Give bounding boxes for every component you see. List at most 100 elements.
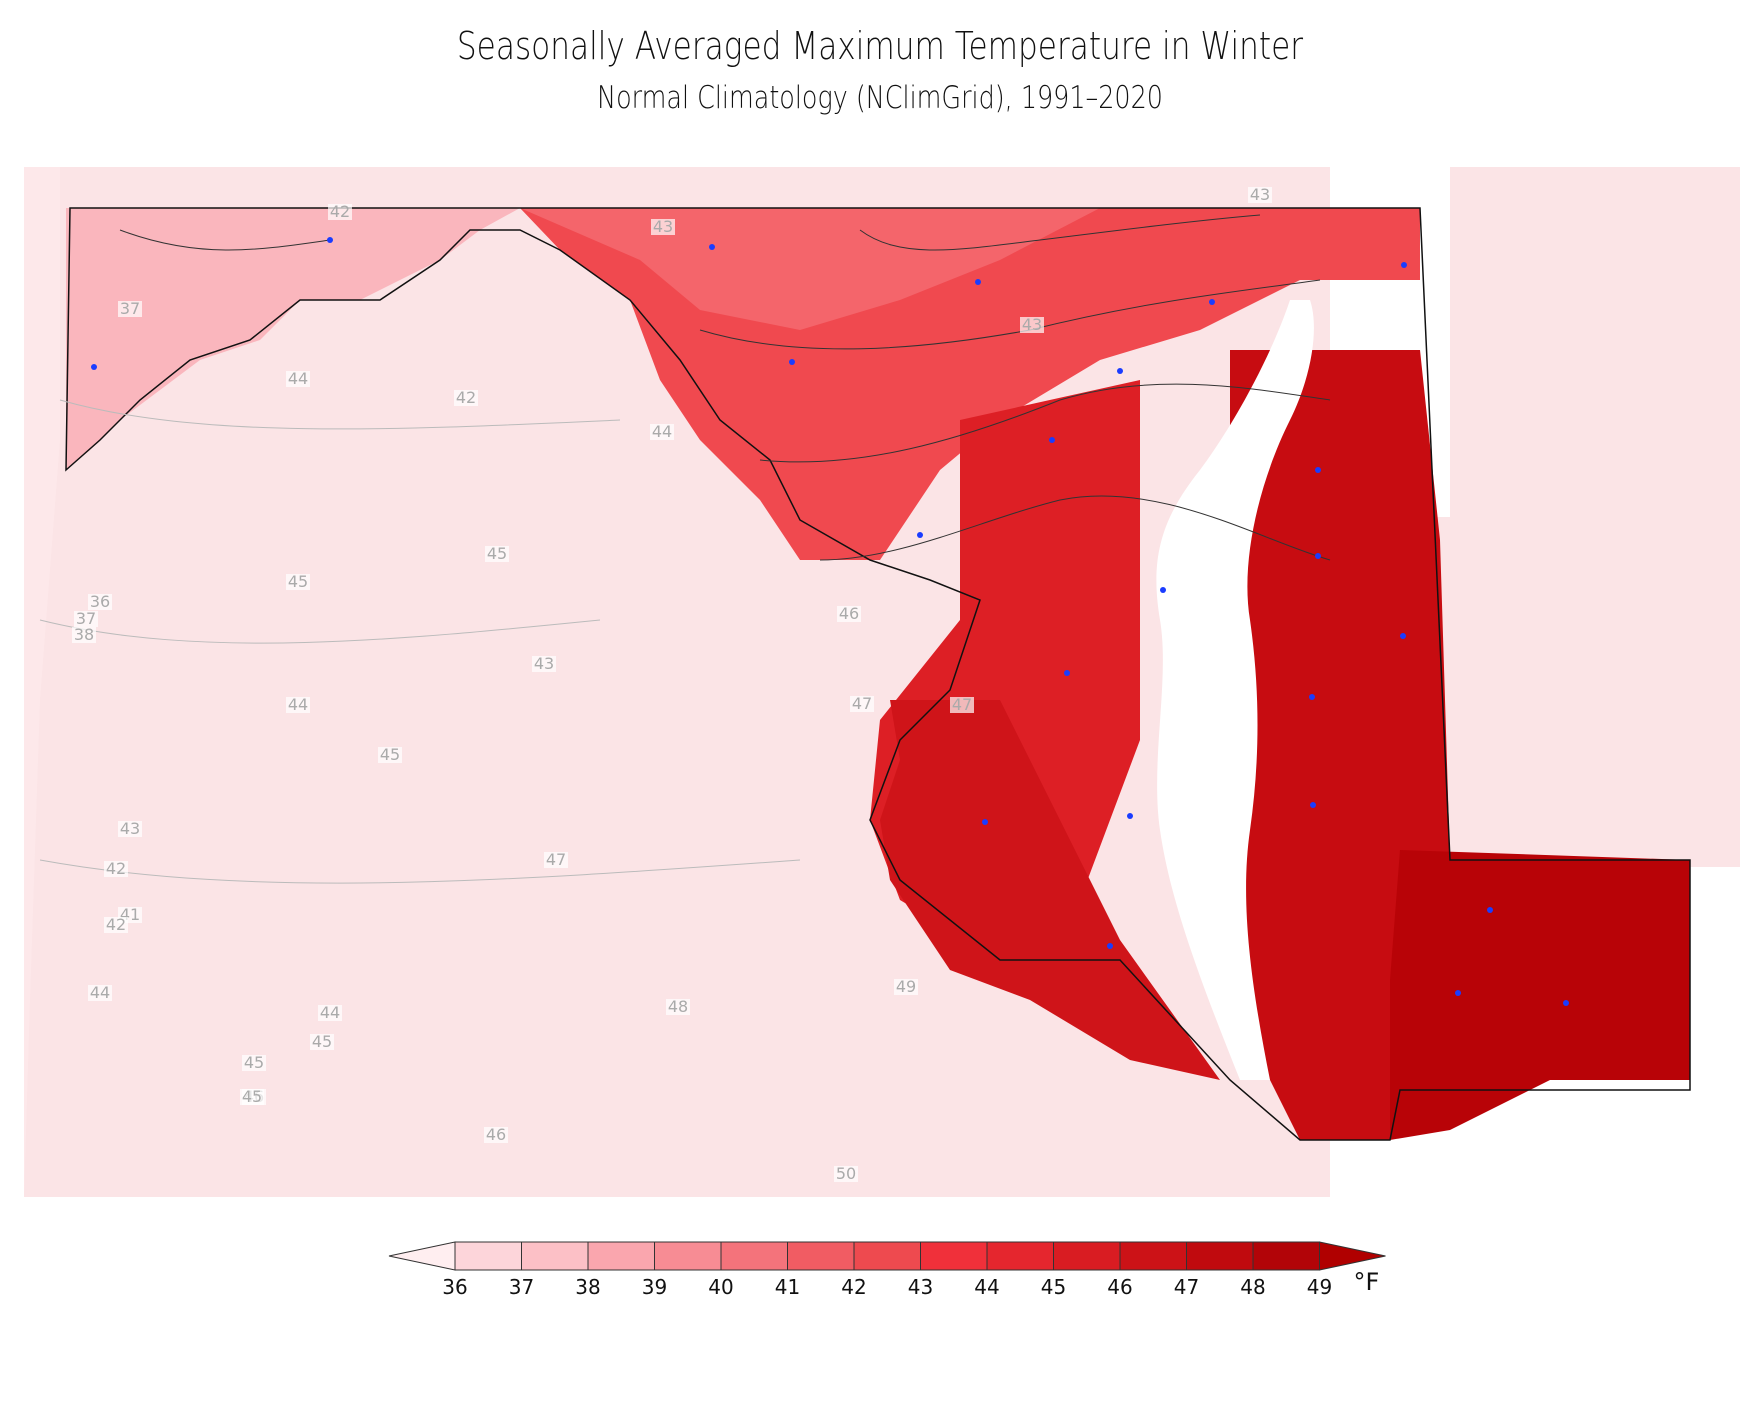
contour-label: 42 <box>330 202 350 221</box>
station-dot <box>1309 694 1315 700</box>
colorbar-tick-label: 45 <box>1041 1275 1066 1299</box>
chart-title: Seasonally Averaged Maximum Temperature … <box>456 24 1304 68</box>
colorbar-tick-label: 38 <box>575 1275 600 1299</box>
contour-label: 45 <box>288 572 308 591</box>
contour-label: 43 <box>120 819 140 838</box>
station-dot <box>1455 990 1461 996</box>
contour-label-bg <box>650 424 674 440</box>
contour-label: 47 <box>852 694 872 713</box>
contour-label: 45 <box>244 1053 264 1072</box>
colorbar-swatch <box>1119 1241 1187 1271</box>
contour-label-bg <box>1248 187 1272 203</box>
contour-label: 44 <box>652 422 672 441</box>
station-dot <box>975 279 981 285</box>
chart-subtitle: Normal Climatology (NClimGrid), 1991–202… <box>597 80 1163 116</box>
contour-line <box>859 214 1261 251</box>
station-dot <box>1064 670 1070 676</box>
colorbar-tick-label: 48 <box>1240 1275 1265 1299</box>
station-dot <box>1401 262 1407 268</box>
contour-label-bg <box>651 219 675 235</box>
contour-label: 36 <box>90 592 110 611</box>
colorbar-over-triangle <box>1319 1241 1386 1271</box>
contour-label: 45 <box>312 1032 332 1051</box>
contour-label: 42 <box>106 859 126 878</box>
contour-label-bg <box>88 985 112 1001</box>
contour-label-bg <box>950 697 974 713</box>
contour-label-bg <box>850 696 874 712</box>
contour-label-bg <box>544 852 568 868</box>
colorbar-tick-label: 49 <box>1307 1275 1332 1299</box>
colorbar-swatch <box>787 1241 855 1271</box>
contour-label-bg <box>104 917 128 933</box>
station-dot <box>1487 907 1493 913</box>
station-dot <box>917 532 923 538</box>
station-dot <box>1315 553 1321 559</box>
colorbar-swatch <box>986 1241 1054 1271</box>
contour-label: 45 <box>242 1087 262 1106</box>
station-dot <box>1315 467 1321 473</box>
station-dot <box>1127 813 1133 819</box>
colorbar-unit: °F <box>1354 1268 1380 1296</box>
lower-eastern-shore <box>1390 850 1690 1140</box>
station-dot <box>1310 802 1316 808</box>
contour-label: 44 <box>320 1003 340 1022</box>
colorbar-tick-label: 46 <box>1107 1275 1132 1299</box>
contour-label: 43 <box>534 654 554 673</box>
contour-label: 43 <box>653 217 673 236</box>
contour-label-bg <box>834 1166 858 1182</box>
contour-label-bg <box>837 606 861 622</box>
colorbar-swatch <box>920 1241 988 1271</box>
contour-label-bg <box>118 301 142 317</box>
contour-label: 44 <box>90 983 110 1002</box>
contour-label: 46 <box>839 604 859 623</box>
station-dot <box>709 244 715 250</box>
contour-line <box>119 229 331 251</box>
station-dot <box>1400 633 1406 639</box>
contour-label: 45 <box>380 745 400 764</box>
contour-label: 42 <box>456 388 476 407</box>
map-background-east <box>1450 167 1740 517</box>
contour-line <box>759 383 1331 463</box>
contour-label: 45 <box>487 544 507 563</box>
colorbar-swatch <box>1053 1241 1121 1271</box>
contour-label-bg <box>88 594 112 610</box>
colorbar-tick-label: 39 <box>642 1275 667 1299</box>
station-dot <box>1563 1000 1569 1006</box>
contour-label-bg <box>318 1005 342 1021</box>
colorbar-tick-label: 41 <box>775 1275 800 1299</box>
contour-line-faint <box>39 619 601 644</box>
contour-label: 37 <box>120 299 140 318</box>
contour-label-bg <box>240 1089 264 1105</box>
colorbar-swatch <box>454 1241 522 1271</box>
contour-label: 38 <box>74 625 94 644</box>
colorbar-swatch <box>1252 1241 1320 1271</box>
station-dot <box>1049 437 1055 443</box>
contour-label-bg <box>1020 317 1044 333</box>
station-dot <box>982 819 988 825</box>
contour-label: 42 <box>106 915 126 934</box>
station-dot <box>1160 587 1166 593</box>
station-dot <box>327 237 333 243</box>
north-cool-band <box>520 208 1100 330</box>
contour-label: 47 <box>546 850 566 869</box>
western-md-region <box>66 208 520 470</box>
contour-label-bg <box>310 1034 334 1050</box>
contour-label-bg <box>104 861 128 877</box>
contour-line-faint <box>59 399 621 430</box>
west-cool-zone <box>24 167 60 1197</box>
contour-label: 44 <box>288 695 308 714</box>
colorbar-under-triangle <box>388 1241 456 1271</box>
contour-label-bg <box>532 656 556 672</box>
contour-label-bg <box>242 1055 266 1071</box>
contour-label: 48 <box>668 997 688 1016</box>
contour-label-bg <box>454 390 478 406</box>
contour-label-bg <box>286 574 310 590</box>
contour-label-bg <box>328 204 352 220</box>
contour-label-bg <box>484 1127 508 1143</box>
contour-label: 47 <box>952 695 972 714</box>
contour-label-bg <box>72 627 96 643</box>
station-dot <box>1117 368 1123 374</box>
contour-label: 49 <box>896 977 916 996</box>
contour-label-bg <box>378 747 402 763</box>
